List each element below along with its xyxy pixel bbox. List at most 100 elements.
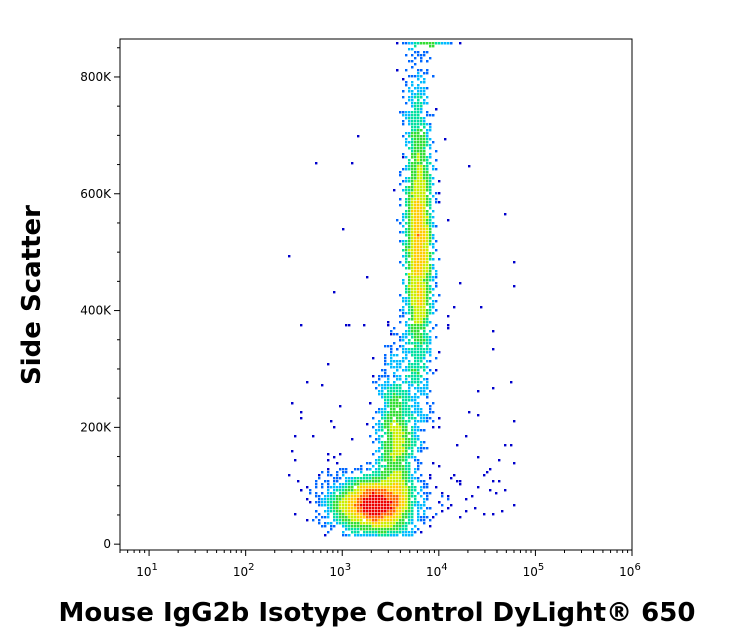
data-point: [402, 360, 405, 363]
data-point: [381, 528, 384, 531]
data-point: [384, 393, 387, 396]
data-point: [405, 267, 408, 270]
data-point: [381, 384, 384, 387]
data-point: [423, 183, 426, 186]
data-point: [423, 294, 426, 297]
data-point: [408, 384, 411, 387]
data-point: [423, 519, 426, 522]
data-point: [402, 513, 405, 516]
data-point: [378, 471, 381, 474]
data-point: [402, 42, 405, 45]
data-point: [408, 228, 411, 231]
data-point: [363, 483, 366, 486]
data-point: [417, 516, 420, 519]
data-point: [357, 531, 360, 534]
data-point: [420, 171, 423, 174]
data-point: [468, 165, 471, 168]
data-point: [426, 201, 429, 204]
data-point: [333, 498, 336, 501]
data-point: [423, 81, 426, 84]
data-point: [405, 507, 408, 510]
data-point: [357, 522, 360, 525]
data-point: [414, 471, 417, 474]
data-point: [414, 129, 417, 132]
data-point: [423, 420, 426, 423]
data-point: [417, 336, 420, 339]
data-point: [414, 126, 417, 129]
data-point: [432, 411, 435, 414]
data-point: [405, 180, 408, 183]
data-point: [417, 351, 420, 354]
data-point: [414, 504, 417, 507]
data-point: [447, 495, 450, 498]
data-point: [363, 522, 366, 525]
data-point: [408, 60, 411, 63]
data-point: [372, 480, 375, 483]
data-point: [333, 510, 336, 513]
data-point: [426, 285, 429, 288]
data-point: [417, 129, 420, 132]
data-point: [372, 471, 375, 474]
data-point: [414, 333, 417, 336]
data-point: [402, 447, 405, 450]
data-point: [372, 531, 375, 534]
data-point: [417, 162, 420, 165]
data-point: [402, 225, 405, 228]
data-point: [408, 201, 411, 204]
data-point: [477, 390, 480, 393]
data-point: [414, 144, 417, 147]
data-point: [423, 366, 426, 369]
data-point: [411, 405, 414, 408]
data-point: [426, 351, 429, 354]
data-point: [408, 255, 411, 258]
data-point: [396, 414, 399, 417]
data-point: [408, 519, 411, 522]
data-point: [420, 306, 423, 309]
data-point: [420, 42, 423, 45]
data-point: [339, 405, 342, 408]
data-point: [405, 414, 408, 417]
data-point: [423, 480, 426, 483]
data-point: [423, 267, 426, 270]
data-point: [402, 219, 405, 222]
data-point: [348, 324, 351, 327]
data-point: [426, 240, 429, 243]
data-point: [474, 507, 477, 510]
data-point: [381, 471, 384, 474]
data-point: [408, 396, 411, 399]
data-point: [405, 390, 408, 393]
data-point: [417, 507, 420, 510]
data-point: [342, 489, 345, 492]
data-point: [342, 504, 345, 507]
data-point: [378, 459, 381, 462]
data-point: [396, 366, 399, 369]
data-point: [345, 468, 348, 471]
data-point: [396, 69, 399, 72]
data-point: [417, 144, 420, 147]
data-point: [384, 360, 387, 363]
data-point: [372, 465, 375, 468]
data-point: [423, 342, 426, 345]
data-point: [456, 444, 459, 447]
data-point: [426, 102, 429, 105]
data-point: [414, 168, 417, 171]
data-point: [384, 441, 387, 444]
data-point: [411, 372, 414, 375]
data-point: [420, 444, 423, 447]
data-point: [351, 162, 354, 165]
data-point: [387, 402, 390, 405]
data-point: [381, 429, 384, 432]
data-point: [429, 354, 432, 357]
data-point: [408, 303, 411, 306]
data-point: [387, 534, 390, 537]
data-point: [372, 453, 375, 456]
data-point: [423, 363, 426, 366]
data-point: [324, 510, 327, 513]
data-point: [411, 123, 414, 126]
data-point: [411, 507, 414, 510]
data-point: [363, 525, 366, 528]
data-point: [426, 339, 429, 342]
data-point: [369, 462, 372, 465]
data-point: [414, 297, 417, 300]
data-point: [381, 387, 384, 390]
